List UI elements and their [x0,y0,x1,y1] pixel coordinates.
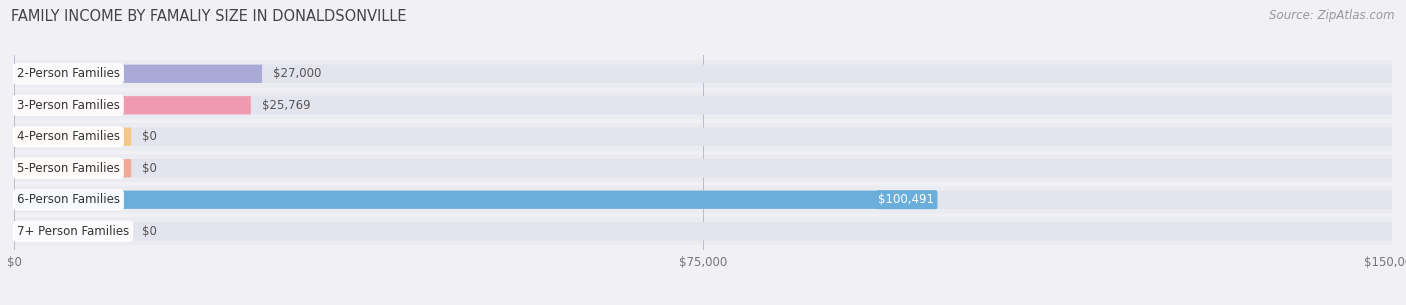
FancyBboxPatch shape [14,127,1392,146]
Text: Source: ZipAtlas.com: Source: ZipAtlas.com [1270,9,1395,22]
FancyBboxPatch shape [14,96,250,114]
Text: 7+ Person Families: 7+ Person Families [17,225,129,238]
Text: 4-Person Families: 4-Person Families [17,130,120,143]
Text: $0: $0 [142,130,157,143]
Text: 5-Person Families: 5-Person Families [17,162,120,175]
FancyBboxPatch shape [14,222,131,240]
Text: 3-Person Families: 3-Person Families [17,99,120,112]
FancyBboxPatch shape [14,127,131,146]
Text: $27,000: $27,000 [273,67,322,80]
Text: $25,769: $25,769 [262,99,311,112]
FancyBboxPatch shape [14,92,1392,119]
FancyBboxPatch shape [14,96,1392,114]
FancyBboxPatch shape [14,65,1392,83]
Text: $0: $0 [142,225,157,238]
FancyBboxPatch shape [14,191,938,209]
Text: FAMILY INCOME BY FAMALIY SIZE IN DONALDSONVILLE: FAMILY INCOME BY FAMALIY SIZE IN DONALDS… [11,9,406,24]
FancyBboxPatch shape [14,123,1392,151]
FancyBboxPatch shape [14,65,262,83]
Text: 2-Person Families: 2-Person Families [17,67,120,80]
FancyBboxPatch shape [14,191,1392,209]
Text: $0: $0 [142,162,157,175]
Text: 6-Person Families: 6-Person Families [17,193,120,206]
Text: $100,491: $100,491 [879,193,935,206]
FancyBboxPatch shape [14,159,1392,178]
FancyBboxPatch shape [14,159,131,178]
FancyBboxPatch shape [14,222,1392,240]
FancyBboxPatch shape [14,60,1392,88]
FancyBboxPatch shape [14,217,1392,245]
FancyBboxPatch shape [14,186,1392,214]
FancyBboxPatch shape [14,154,1392,182]
